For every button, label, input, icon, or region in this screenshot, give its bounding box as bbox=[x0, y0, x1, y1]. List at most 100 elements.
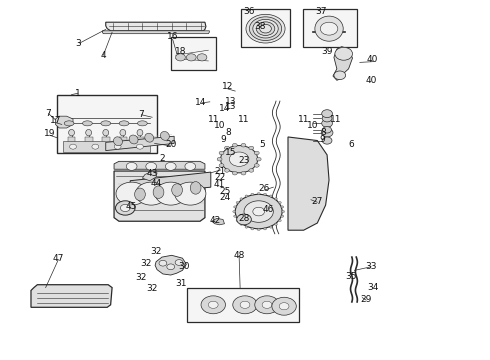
Text: 36: 36 bbox=[243, 7, 255, 16]
Text: 11: 11 bbox=[207, 115, 219, 124]
Bar bbox=[187, 288, 299, 321]
Circle shape bbox=[220, 145, 258, 173]
Text: 41: 41 bbox=[214, 180, 225, 189]
Circle shape bbox=[249, 168, 254, 172]
Circle shape bbox=[197, 54, 207, 61]
Circle shape bbox=[137, 144, 144, 149]
Circle shape bbox=[186, 54, 196, 61]
Circle shape bbox=[278, 202, 281, 204]
Text: 1: 1 bbox=[75, 89, 81, 98]
Ellipse shape bbox=[120, 130, 126, 136]
Circle shape bbox=[155, 182, 186, 205]
Polygon shape bbox=[333, 46, 352, 80]
Circle shape bbox=[116, 201, 135, 215]
Text: 33: 33 bbox=[366, 262, 377, 271]
Polygon shape bbox=[288, 137, 329, 230]
Text: 45: 45 bbox=[126, 202, 137, 211]
Circle shape bbox=[281, 215, 284, 217]
Circle shape bbox=[234, 215, 237, 217]
Circle shape bbox=[264, 228, 267, 230]
Bar bbox=[119, 137, 127, 150]
Text: 34: 34 bbox=[368, 283, 379, 292]
Circle shape bbox=[249, 17, 282, 41]
Ellipse shape bbox=[172, 184, 182, 196]
Text: 48: 48 bbox=[233, 251, 245, 260]
Polygon shape bbox=[55, 116, 73, 128]
Circle shape bbox=[185, 162, 196, 170]
Circle shape bbox=[114, 144, 121, 149]
Circle shape bbox=[236, 220, 239, 222]
Text: 13: 13 bbox=[225, 96, 237, 105]
Circle shape bbox=[92, 144, 99, 149]
Text: 8: 8 bbox=[225, 128, 231, 137]
Text: 40: 40 bbox=[366, 76, 377, 85]
Circle shape bbox=[233, 296, 257, 314]
Circle shape bbox=[260, 24, 271, 33]
Polygon shape bbox=[106, 22, 206, 31]
Circle shape bbox=[245, 195, 248, 197]
Text: 46: 46 bbox=[263, 205, 274, 214]
Bar bbox=[241, 9, 290, 46]
Text: 19: 19 bbox=[44, 129, 55, 138]
Circle shape bbox=[240, 301, 250, 309]
Circle shape bbox=[256, 22, 275, 36]
Ellipse shape bbox=[190, 181, 201, 194]
Ellipse shape bbox=[86, 130, 92, 136]
Circle shape bbox=[253, 19, 278, 38]
Circle shape bbox=[251, 228, 254, 230]
Circle shape bbox=[251, 193, 254, 195]
Text: 30: 30 bbox=[178, 262, 190, 271]
Text: 24: 24 bbox=[220, 193, 231, 202]
Circle shape bbox=[253, 207, 265, 216]
Circle shape bbox=[282, 211, 285, 213]
Polygon shape bbox=[102, 31, 209, 34]
Ellipse shape bbox=[135, 188, 146, 201]
Circle shape bbox=[323, 127, 331, 133]
Circle shape bbox=[272, 297, 296, 315]
Text: 32: 32 bbox=[141, 259, 152, 268]
Text: 29: 29 bbox=[361, 294, 372, 303]
Circle shape bbox=[241, 171, 246, 175]
Polygon shape bbox=[212, 219, 224, 225]
Text: 32: 32 bbox=[150, 247, 162, 256]
Circle shape bbox=[240, 223, 243, 225]
Circle shape bbox=[322, 115, 332, 122]
Circle shape bbox=[270, 226, 272, 228]
Circle shape bbox=[70, 144, 76, 149]
Text: 32: 32 bbox=[147, 284, 158, 293]
Text: 16: 16 bbox=[167, 32, 178, 41]
Circle shape bbox=[201, 296, 225, 314]
Circle shape bbox=[246, 14, 285, 43]
Text: 10: 10 bbox=[214, 121, 225, 130]
Text: 9: 9 bbox=[220, 135, 226, 144]
Circle shape bbox=[279, 303, 289, 310]
Circle shape bbox=[165, 162, 176, 170]
Text: 13: 13 bbox=[225, 102, 237, 111]
Circle shape bbox=[232, 171, 237, 175]
Ellipse shape bbox=[82, 121, 92, 126]
Circle shape bbox=[257, 193, 260, 195]
Circle shape bbox=[219, 151, 224, 155]
Ellipse shape bbox=[64, 121, 74, 126]
Text: 12: 12 bbox=[222, 82, 234, 91]
Bar bbox=[57, 95, 157, 153]
Circle shape bbox=[334, 71, 345, 80]
Text: 40: 40 bbox=[367, 55, 378, 64]
Polygon shape bbox=[114, 161, 205, 169]
Circle shape bbox=[244, 201, 273, 222]
Circle shape bbox=[217, 157, 222, 161]
Circle shape bbox=[274, 198, 277, 200]
Text: 21: 21 bbox=[214, 167, 225, 176]
Text: 22: 22 bbox=[214, 173, 225, 182]
Circle shape bbox=[262, 301, 272, 309]
Circle shape bbox=[281, 206, 284, 208]
Ellipse shape bbox=[119, 121, 129, 126]
Circle shape bbox=[278, 220, 281, 222]
Text: 42: 42 bbox=[209, 216, 220, 225]
Polygon shape bbox=[114, 171, 205, 221]
Text: 7: 7 bbox=[139, 110, 144, 119]
Circle shape bbox=[146, 162, 157, 170]
Circle shape bbox=[274, 223, 277, 225]
Text: 11: 11 bbox=[298, 115, 309, 124]
Circle shape bbox=[229, 152, 249, 166]
